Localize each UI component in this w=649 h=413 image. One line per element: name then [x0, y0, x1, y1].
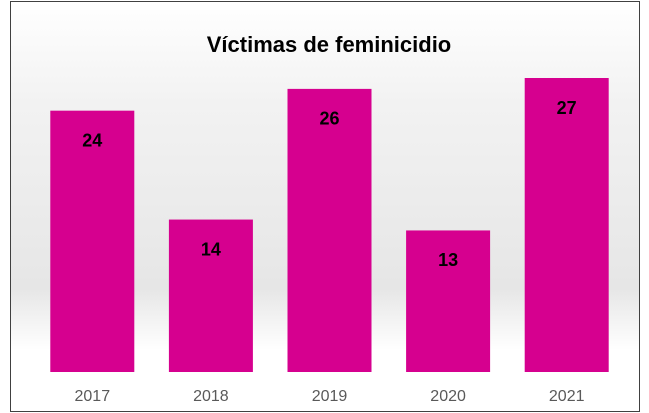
bar: [168, 219, 253, 372]
data-label: 26: [319, 109, 339, 129]
data-label: 13: [438, 250, 458, 270]
bar: [524, 78, 609, 372]
bar: [406, 230, 491, 372]
x-tick-label: 2018: [193, 388, 229, 405]
x-tick-label: 2021: [549, 388, 585, 405]
x-tick-label: 2017: [75, 388, 111, 405]
bar: [287, 88, 372, 372]
data-label: 27: [557, 98, 577, 118]
bar: [50, 110, 135, 373]
chart-title: Víctimas de feminicidio: [207, 32, 452, 57]
data-label: 24: [82, 130, 102, 150]
x-tick-label: 2020: [430, 388, 466, 405]
data-label: 14: [201, 239, 221, 259]
x-tick-label: 2019: [312, 388, 348, 405]
